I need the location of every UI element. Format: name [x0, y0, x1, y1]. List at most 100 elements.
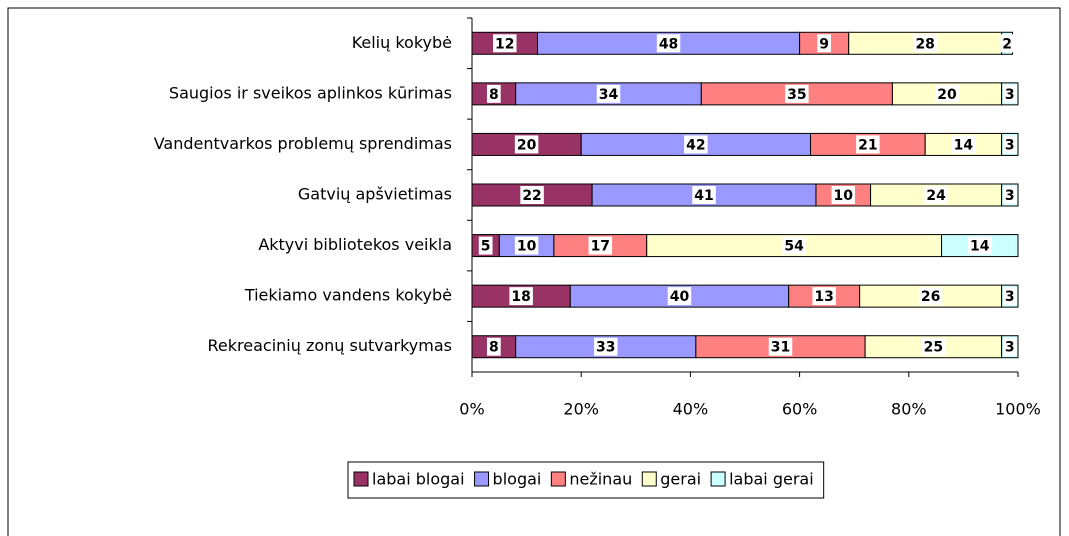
data-label-group: 10	[831, 186, 856, 204]
data-label: 48	[659, 36, 678, 52]
data-label-bg	[831, 186, 856, 204]
data-label-bg	[486, 84, 501, 103]
data-label: 5	[481, 239, 491, 255]
data-label: 17	[591, 239, 610, 255]
data-label: 10	[834, 188, 854, 204]
data-label-group: 20	[935, 84, 959, 103]
data-label: 54	[784, 239, 804, 255]
frame	[7, 7, 1061, 536]
data-label-group: 35	[785, 84, 809, 103]
data-label: 3	[1005, 137, 1015, 153]
data-label-group: 20	[514, 135, 539, 154]
data-label: 33	[596, 340, 615, 356]
data-label: 42	[686, 137, 705, 153]
data-label-group: 54	[782, 236, 806, 255]
data-label: 2	[1002, 36, 1012, 52]
data-label: 14	[970, 239, 990, 255]
data-label-group: 9	[817, 34, 832, 53]
data-label-bg	[486, 337, 501, 356]
data-label-bg	[817, 34, 832, 53]
data-label: 28	[915, 36, 934, 52]
data-label-group: 24	[924, 186, 948, 204]
data-label: 3	[1005, 87, 1015, 103]
data-label-group: 25	[921, 337, 946, 356]
data-label-group: 10	[514, 236, 539, 255]
data-label-group: 28	[913, 34, 937, 53]
data-label: 8	[489, 340, 499, 356]
x-tick-label: 40%	[673, 400, 709, 419]
y-tick-label: Kelių kokybė	[352, 33, 452, 52]
data-label-bg	[935, 84, 959, 103]
data-label: 9	[819, 36, 829, 52]
data-label: 40	[670, 289, 690, 305]
data-label-group: 8	[486, 84, 501, 103]
data-label-bg	[520, 186, 544, 204]
data-label-group: 31	[768, 337, 793, 356]
data-label: 3	[1005, 188, 1015, 204]
data-label-group: 3	[1002, 135, 1017, 154]
data-label: 12	[495, 36, 514, 52]
legend-box	[347, 461, 825, 499]
data-label-bg	[596, 84, 621, 103]
data-label-group: 2	[1000, 34, 1014, 53]
data-label: 14	[954, 137, 974, 153]
data-label-bg	[692, 186, 716, 204]
x-tick-label: 80%	[891, 400, 927, 419]
data-label: 35	[787, 87, 806, 103]
data-label-bg	[514, 236, 539, 255]
data-label-group: 3	[1002, 337, 1017, 356]
data-label-group: 48	[656, 34, 681, 53]
x-tick-label: 60%	[782, 400, 818, 419]
data-label-bg	[918, 287, 943, 306]
data-label-bg	[594, 337, 618, 356]
data-label-group: 14	[951, 135, 976, 154]
data-label-group: 22	[520, 186, 544, 204]
data-label-group: 41	[692, 186, 716, 204]
data-label: 3	[1005, 340, 1015, 356]
legend-label: labai gerai	[729, 470, 814, 489]
data-label-bg	[478, 236, 493, 255]
y-tick-label: Aktyvi bibliotekos veikla	[258, 235, 452, 254]
data-label: 34	[599, 87, 619, 103]
data-label-bg	[1002, 337, 1017, 356]
data-label: 26	[921, 289, 940, 305]
data-label: 22	[522, 188, 541, 204]
legend-label: labai blogai	[372, 470, 465, 489]
data-label-group: 3	[1002, 84, 1017, 103]
data-label-bg	[1002, 135, 1017, 154]
data-label: 25	[924, 340, 943, 356]
data-label-bg	[924, 186, 948, 204]
data-label-bg	[684, 135, 708, 154]
data-label-bg	[782, 236, 806, 255]
data-label-group: 14	[968, 236, 992, 255]
data-label: 18	[511, 289, 530, 305]
data-label-bg	[856, 135, 880, 154]
data-label: 8	[489, 87, 499, 103]
data-label: 31	[771, 340, 790, 356]
x-tick-label: 100%	[995, 400, 1041, 419]
data-label: 3	[1005, 289, 1015, 305]
data-label-group: 18	[509, 287, 533, 306]
data-label-bg	[509, 287, 533, 306]
data-label-group: 40	[667, 287, 692, 306]
data-label-group: 8	[486, 337, 501, 356]
legend: labai blogai blogai nežinau gerai labai gera…	[347, 461, 825, 499]
x-tick-label: 0%	[459, 400, 484, 419]
data-label-group: 12	[493, 34, 517, 53]
data-label-group: 5	[478, 236, 493, 255]
data-label-bg	[812, 287, 836, 306]
data-label-bg	[951, 135, 976, 154]
legend-label: gerai	[660, 470, 701, 489]
data-label: 41	[694, 188, 713, 204]
data-label-group: 42	[684, 135, 708, 154]
data-label-bg	[514, 135, 539, 154]
legend-swatch	[710, 471, 726, 487]
legend-swatch	[474, 471, 490, 487]
data-label-bg	[588, 236, 613, 255]
data-label-group: 26	[918, 287, 943, 306]
data-label: 21	[858, 137, 877, 153]
y-tick-label: Vandentvarkos problemų sprendimas	[154, 134, 452, 153]
y-tick-label: Rekreacinių zonų sutvarkymas	[208, 336, 452, 355]
data-label: 13	[814, 289, 833, 305]
legend-label: blogai	[493, 470, 542, 489]
